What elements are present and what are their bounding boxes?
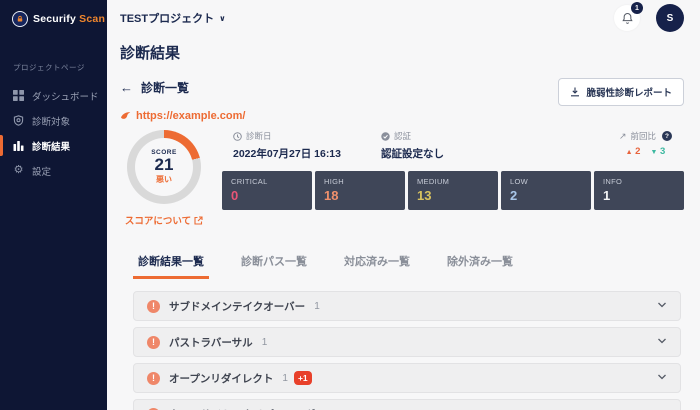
tab-scan-paths[interactable]: 診断パス一覧 [241,256,307,268]
download-icon [571,87,580,97]
app-logo[interactable]: Securify Scan [0,0,107,38]
warning-icon: ! [147,299,160,313]
diff-increase: ▲ 2 [625,146,641,157]
scan-date-value: 2022年07月27日 16:13 [233,148,341,160]
chevron-down-icon [657,405,667,410]
diff-from-previous: ↗ 前回比 ? ▲ 2 ▼ 3 [619,130,672,157]
sidebar: Securify Scan プロジェクトページ ダッシュボード 診断対象 診断結… [0,0,107,410]
about-score-link[interactable]: スコアについて [125,213,203,227]
auth-label: 認証 [394,131,412,141]
bell-icon [621,12,633,24]
findings-list: ! サブドメインテイクオーバー 1 ! パストラバーサル 1 ! オープンリダイ… [133,291,681,410]
scan-detail-column: 診断日 2022年07月27日 16:13 認証 認証設定なし ↗ [208,130,684,227]
sidebar-item-label: ダッシュボード [32,91,99,103]
project-selector[interactable]: TESTプロジェクト ∨ [120,10,226,26]
chevron-down-icon [657,369,667,387]
brand-name: Securify Scan [33,13,106,25]
target-url[interactable]: https://example.com/ [136,110,246,122]
lock-logo-icon [12,11,28,27]
check-circle-icon [381,131,390,141]
external-link-icon [194,215,203,225]
vulnerability-report-button[interactable]: 脆弱性診断レポート [558,78,684,106]
notifications-button[interactable]: 1 [614,2,643,31]
warning-icon: ! [147,335,160,349]
main-content: TESTプロジェクト ∨ 1 S 診断結果 ← 診断一覧 脆弱性診断レポート h… [107,0,700,410]
severity-box-high: HIGH 18 [315,171,405,210]
gear-icon: ⚙ [13,164,24,176]
sidebar-item-dashboard[interactable]: ダッシュボード [0,83,107,108]
severity-box-info: INFO 1 [594,171,684,210]
score-value: 21 [154,154,174,174]
trend-up-icon: ↗ [618,130,627,141]
scan-date-label: 診断日 [246,131,272,141]
report-button-label: 脆弱性診断レポート [586,88,672,99]
tab-excluded[interactable]: 除外済み一覧 [447,256,513,268]
severity-box-critical: CRITICAL 0 [222,171,312,210]
bar-chart-icon [13,140,24,151]
new-count-badge: +1 [293,371,312,385]
sidebar-item-scan-targets[interactable]: 診断対象 [0,108,107,133]
diff-decrease: ▼ 3 [650,146,666,157]
page-title: 診断結果 [120,45,181,62]
warning-icon: ! [147,371,160,385]
triangle-down-icon: ▼ [650,149,658,156]
sidebar-section-label: プロジェクトページ [13,63,85,72]
sidebar-item-scan-results[interactable]: 診断結果 [0,133,107,158]
project-name: TESTプロジェクト [120,13,215,25]
scan-overview: SCORE 21 悪い スコアについて 診断日 [120,130,684,227]
score-rating: 悪い [156,175,172,185]
score-donut-center: SCORE 21 悪い [135,138,193,196]
auth-setting: 認証 認証設定なし [381,130,444,161]
about-score-label: スコアについて [124,216,192,227]
finding-row-path-traversal[interactable]: ! パストラバーサル 1 [133,327,681,357]
back-to-scan-list-link[interactable]: ← 診断一覧 [120,79,189,96]
dashboard-icon [13,90,24,101]
finding-row-open-redirect[interactable]: ! オープンリダイレクト 1 +1 [133,363,681,393]
flame-icon [121,111,131,119]
tab-resolved[interactable]: 対応済み一覧 [344,256,410,268]
sidebar-item-label: 診断対象 [32,116,71,128]
sidebar-item-label: 設定 [32,166,52,178]
topbar-right: 1 S [614,2,684,32]
chevron-down-icon [657,333,667,351]
sidebar-item-settings[interactable]: ⚙ 設定 [0,158,107,183]
score-column: SCORE 21 悪い スコアについて [120,130,208,227]
shield-icon [13,115,24,126]
notification-badge: 1 [631,2,643,14]
clock-icon [233,131,242,141]
topbar: TESTプロジェクト ∨ 1 S [120,0,684,36]
chevron-down-icon: ∨ [219,13,226,23]
sidebar-item-label: 診断結果 [32,141,71,153]
finding-row-subdomain-takeover[interactable]: ! サブドメインテイクオーバー 1 [133,291,681,321]
help-icon[interactable]: ? [662,131,672,141]
scan-meta-row: 診断日 2022年07月27日 16:13 認証 認証設定なし ↗ [222,130,684,161]
score-donut: SCORE 21 悪い [127,130,201,204]
back-link-label: 診断一覧 [141,81,190,95]
triangle-up-icon: ▲ [625,149,633,156]
score-label: SCORE [151,148,177,156]
tab-scan-results[interactable]: 診断結果一覧 [133,253,209,279]
result-tabs: 診断結果一覧 診断パス一覧 対応済み一覧 除外済み一覧 [133,253,684,279]
severity-box-medium: MEDIUM 13 [408,171,498,210]
auth-value: 認証設定なし [381,148,444,160]
chevron-down-icon [657,297,667,315]
avatar[interactable]: S [656,4,684,32]
scan-date: 診断日 2022年07月27日 16:13 [233,130,341,161]
target-url-row: https://example.com/ [120,110,684,122]
diff-label: 前回比 [630,131,656,141]
severity-box-low: LOW 2 [501,171,591,210]
severity-summary-row: CRITICAL 0 HIGH 18 MEDIUM 13 LOW 2 [222,171,684,210]
finding-row-xss[interactable]: ! クロスサイトスクリプティング 3 [133,399,681,410]
back-arrow-icon: ← [120,80,133,95]
